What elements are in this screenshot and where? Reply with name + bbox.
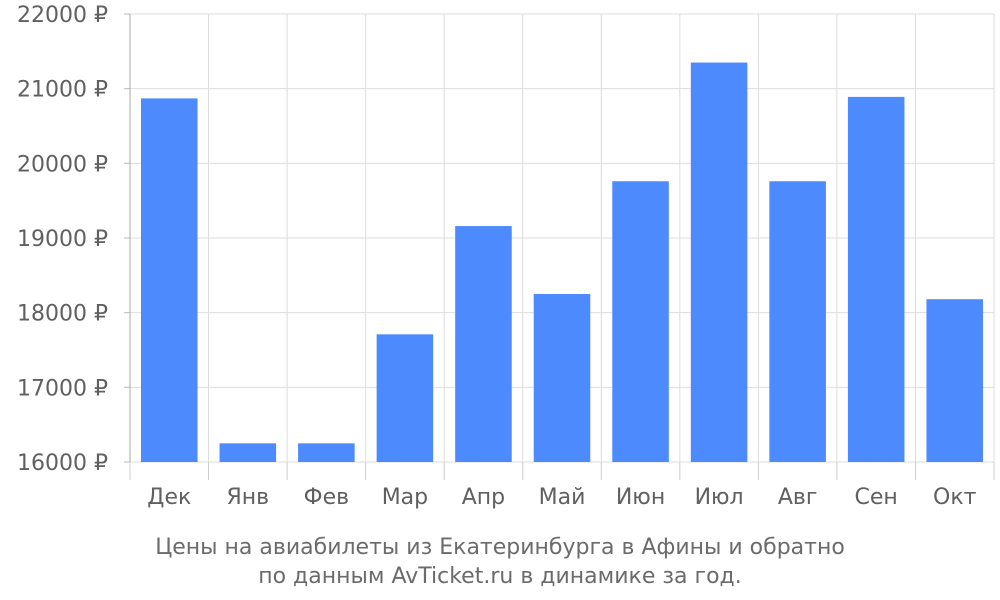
bar-7	[690, 62, 748, 463]
x-tick-labels: Дек Янв Фев Мар Апр Май Июн Июл Авг Сен Окт	[147, 485, 976, 510]
bar-2	[298, 443, 355, 462]
x-tick-label: Июн	[616, 485, 665, 510]
x-tick-label: Фев	[304, 485, 349, 510]
x-tick-label: Окт	[933, 485, 977, 510]
axes	[124, 13, 995, 480]
y-tick-label: 18000 ₽	[17, 302, 108, 327]
y-tick-label: 16000 ₽	[17, 451, 108, 476]
bars	[140, 62, 984, 463]
bar-6	[612, 181, 669, 462]
y-tick-label: 19000 ₽	[17, 227, 108, 252]
bar-8	[769, 181, 826, 462]
x-tick-label: Авг	[778, 485, 818, 510]
y-tick-label: 17000 ₽	[17, 376, 108, 401]
bar-1	[219, 443, 277, 462]
x-tick-label: Дек	[147, 485, 191, 510]
x-tick-label: Май	[539, 485, 586, 510]
x-tick-label: Апр	[462, 485, 505, 510]
caption-line-2: по данным AvTicket.ru в динамике за год.	[258, 564, 742, 589]
y-tick-labels: 16000 ₽ 17000 ₽ 18000 ₽ 19000 ₽ 20000 ₽ 21000…	[17, 3, 108, 476]
x-tick-label: Мар	[382, 485, 428, 510]
x-tick-label: Янв	[226, 485, 269, 510]
bar-9	[847, 96, 905, 462]
bar-4	[455, 226, 512, 462]
x-tick-label: Июл	[695, 485, 744, 510]
bar-5	[533, 294, 591, 462]
bar-3	[376, 334, 434, 462]
bar-10	[926, 299, 984, 462]
caption-line-1: Цены на авиабилеты из Екатеринбурга в Аф…	[155, 535, 845, 560]
y-tick-label: 22000 ₽	[17, 3, 108, 28]
bar-0	[140, 98, 198, 462]
x-tick-label: Сен	[855, 485, 898, 510]
grid	[129, 13, 995, 463]
y-tick-label: 21000 ₽	[17, 78, 108, 103]
y-tick-label: 20000 ₽	[17, 152, 108, 177]
